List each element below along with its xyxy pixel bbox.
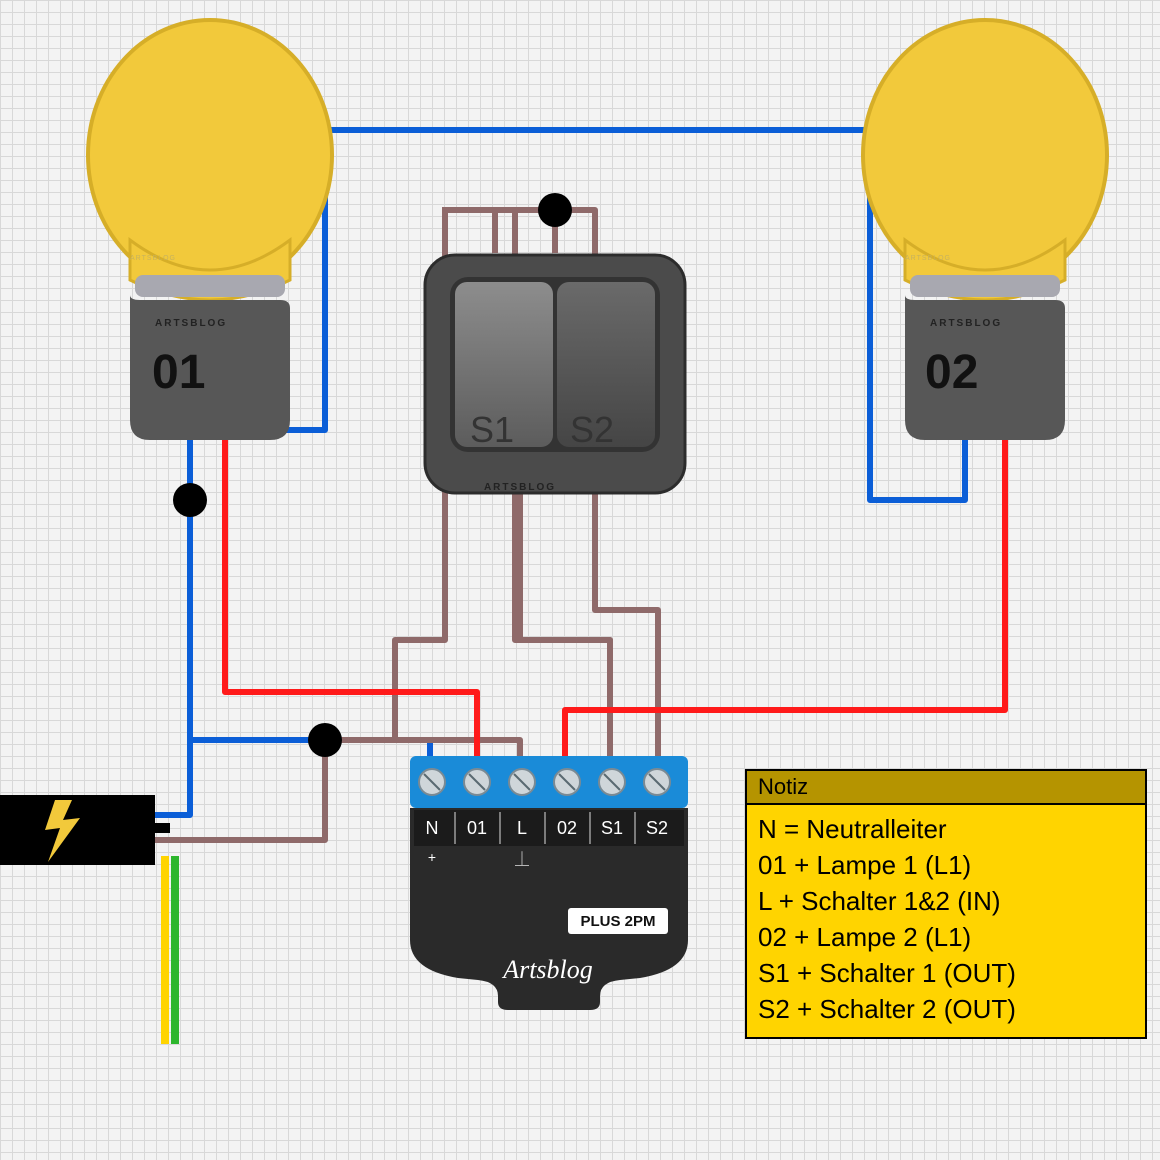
lamp1-label: 01 <box>152 346 205 399</box>
power-source <box>0 795 155 865</box>
relay-term-2: L <box>517 818 527 838</box>
note-line-3: 02 + Lampe 2 (L1) <box>758 922 971 952</box>
lamp-1: ARTSBLOG ARTSBLOG 01 <box>88 20 332 440</box>
wall-switch: S1 S2 ARTSBLOG <box>425 255 685 493</box>
note-box: Notiz N = Neutralleiter 01 + Lampe 1 (L1… <box>746 770 1146 1038</box>
lamp2-socket-brand: ARTSBLOG <box>930 318 1002 329</box>
note-line-0: N = Neutralleiter <box>758 814 947 844</box>
note-line-4: S1 + Schalter 1 (OUT) <box>758 958 1016 988</box>
relay-term-4: S1 <box>601 818 623 838</box>
relay-model: PLUS 2PM <box>580 913 655 930</box>
relay-term-3: 02 <box>557 818 577 838</box>
relay-term-0: N <box>426 818 439 838</box>
lamp2-bulb-brand: ARTSBLOG <box>905 255 951 262</box>
switch-s2-label: S2 <box>570 409 614 450</box>
relay-term-1: 01 <box>467 818 487 838</box>
lamp-2: ARTSBLOG ARTSBLOG 02 <box>863 20 1107 440</box>
relay-brand: Artsblog <box>501 955 593 984</box>
note-title: Notiz <box>758 774 808 799</box>
note-line-2: L + Schalter 1&2 (IN) <box>758 886 1001 916</box>
relay-term-5: S2 <box>646 818 668 838</box>
lamp1-bulb-brand: ARTSBLOG <box>130 255 176 262</box>
note-line-5: S2 + Schalter 2 (OUT) <box>758 994 1016 1024</box>
relay-n-plus: + <box>428 849 436 865</box>
relay-module: N 01 L 02 S1 S2 + ⏊ PLUS 2PM Artsblog <box>410 756 688 1010</box>
switch-s1-label: S1 <box>470 409 514 450</box>
switch-brand: ARTSBLOG <box>484 482 556 493</box>
wire-brown-s2-down <box>595 485 658 760</box>
lamp2-label: 02 <box>925 346 978 399</box>
lamp1-socket-brand: ARTSBLOG <box>155 318 227 329</box>
note-line-1: 01 + Lampe 1 (L1) <box>758 850 971 880</box>
relay-l-gnd: ⏊ <box>515 851 529 867</box>
